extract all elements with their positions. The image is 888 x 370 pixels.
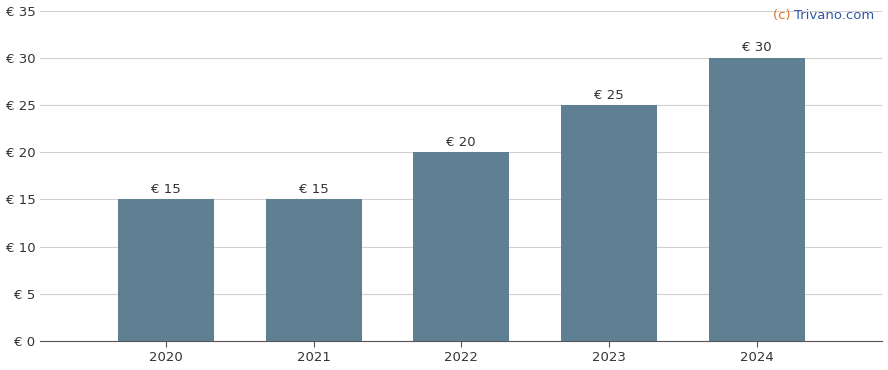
Text: € 25: € 25: [594, 89, 624, 102]
Bar: [118, 199, 214, 341]
Text: € 30: € 30: [742, 41, 772, 54]
Text: € 15: € 15: [151, 183, 180, 196]
Bar: [266, 199, 361, 341]
Text: (c): (c): [773, 9, 795, 22]
Text: € 15: € 15: [298, 183, 329, 196]
Bar: [413, 152, 510, 341]
Bar: [561, 105, 657, 341]
Text: € 20: € 20: [447, 136, 476, 149]
Text: Trivano.com: Trivano.com: [795, 9, 875, 22]
Bar: [709, 58, 805, 341]
